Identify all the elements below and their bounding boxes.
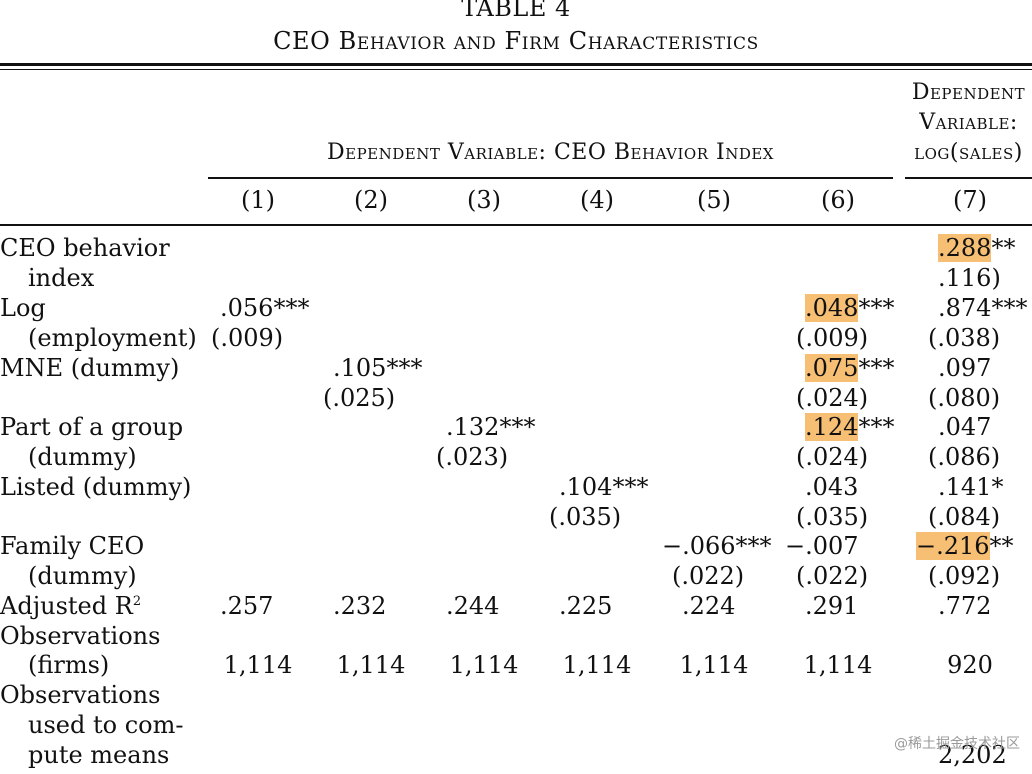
group2-header-line2: Variable: bbox=[919, 110, 1018, 135]
cell-r2-c1: .257 bbox=[220, 592, 274, 620]
cell-mne-c6: .075*** bbox=[805, 354, 895, 382]
cell-obs-means-c7: 2,202 bbox=[938, 741, 1007, 769]
row-label-part-group: Part of a group bbox=[0, 413, 184, 441]
cell-log-emp-c7-se: (.038) bbox=[928, 324, 1001, 352]
cell-mne-c6-se: (.024) bbox=[796, 384, 869, 412]
row-label-observations-cont: (firms) bbox=[28, 651, 110, 679]
row-label-ceo-behavior: CEO behavior bbox=[0, 234, 170, 262]
column-header-5: (5) bbox=[697, 186, 731, 214]
cell-log-emp-c1: .056*** bbox=[220, 294, 310, 322]
table-subtitle: CEO Behavior and Firm Characteristics bbox=[273, 27, 759, 55]
row-label-adj-r2: Adjusted R2 bbox=[0, 592, 142, 620]
group2-underline bbox=[905, 177, 1032, 179]
cell-log-emp-c6: .048*** bbox=[805, 294, 895, 322]
cell-mne-c7-se: (.080) bbox=[928, 384, 1001, 412]
highlight-mark: −.216 bbox=[916, 532, 990, 560]
cell-r2-c7: .772 bbox=[938, 592, 992, 620]
cell-obs-c4: 1,114 bbox=[562, 651, 632, 679]
top-rule-thick bbox=[0, 63, 1032, 66]
cell-obs-c2: 1,114 bbox=[336, 651, 406, 679]
cell-r2-c5: .224 bbox=[682, 592, 736, 620]
cell-listed-c7: .141* bbox=[938, 473, 1004, 501]
highlight-mark: .075 bbox=[805, 354, 859, 382]
cell-listed-c6-se: (.035) bbox=[796, 503, 869, 531]
cell-r2-c3: .244 bbox=[446, 592, 500, 620]
cell-family-c7-se: (.092) bbox=[928, 562, 1001, 590]
cell-listed-c7-se: (.084) bbox=[928, 503, 1001, 531]
column-header-7: (7) bbox=[953, 186, 987, 214]
cell-log-emp-c7: .874*** bbox=[938, 294, 1028, 322]
group1-header: Dependent Variable: CEO Behavior Index bbox=[327, 140, 774, 165]
cell-group-c3: .132*** bbox=[446, 413, 536, 441]
cell-listed-c4: .104*** bbox=[559, 473, 649, 501]
row-label-family-ceo: Family CEO bbox=[0, 532, 145, 560]
cell-family-c5: −.066*** bbox=[662, 532, 772, 560]
row-label-log-employment: Log bbox=[0, 294, 46, 322]
cell-group-c6-se: (.024) bbox=[796, 443, 869, 471]
column-header-6: (6) bbox=[821, 186, 855, 214]
cell-log-emp-c6-se: (.009) bbox=[796, 324, 869, 352]
cell-family-c6: −.007 bbox=[785, 532, 859, 560]
highlight-mark: .048 bbox=[805, 294, 859, 322]
cell-obs-c7: 920 bbox=[947, 651, 993, 679]
table-title: TABLE 4 bbox=[461, 0, 571, 22]
column-header-4: (4) bbox=[580, 186, 614, 214]
cell-group-c6: .124*** bbox=[805, 413, 895, 441]
cell-ceo-behavior-c7: .288** bbox=[938, 234, 1016, 262]
row-label-ceo-behavior-cont: index bbox=[28, 264, 95, 292]
cell-listed-c4-se: (.035) bbox=[549, 503, 622, 531]
cell-group-c7: .047 bbox=[938, 413, 992, 441]
cell-mne-c7: .097 bbox=[938, 354, 992, 382]
cell-obs-c1: 1,114 bbox=[223, 651, 293, 679]
cell-obs-c3: 1,114 bbox=[449, 651, 519, 679]
cell-group-c7-se: (.086) bbox=[928, 443, 1001, 471]
row-label-part-group-cont: (dummy) bbox=[28, 443, 137, 471]
cell-r2-c6: .291 bbox=[805, 592, 859, 620]
cell-r2-c4: .225 bbox=[559, 592, 613, 620]
cell-mne-c2: .105*** bbox=[333, 354, 423, 382]
cell-listed-c6: .043 bbox=[805, 473, 859, 501]
cell-obs-c5: 1,114 bbox=[679, 651, 749, 679]
column-header-3: (3) bbox=[467, 186, 501, 214]
cell-obs-c6: 1,114 bbox=[803, 651, 873, 679]
row-label-observations: Observations bbox=[0, 622, 161, 650]
cell-mne-c2-se: (.025) bbox=[323, 384, 396, 412]
highlight-mark: .288 bbox=[938, 234, 992, 262]
row-label-mne: MNE (dummy) bbox=[0, 354, 180, 382]
row-label-family-ceo-cont: (dummy) bbox=[28, 562, 137, 590]
cell-group-c3-se: (.023) bbox=[436, 443, 509, 471]
cell-family-c7: −.216** bbox=[916, 532, 1014, 560]
watermark: @稀土掘金技术社区 bbox=[894, 736, 1020, 752]
cell-log-emp-c1-se: (.009) bbox=[211, 324, 284, 352]
group1-underline bbox=[208, 177, 893, 179]
cell-ceo-behavior-c7-se: .116) bbox=[938, 264, 1001, 292]
row-label-listed: Listed (dummy) bbox=[0, 473, 192, 501]
row-label-obs-means-cont2: pute means bbox=[28, 741, 170, 769]
header-bottom-rule bbox=[0, 224, 1032, 226]
group2-header-line3: log(sales) bbox=[914, 140, 1023, 165]
cell-family-c6-se: (.022) bbox=[796, 562, 869, 590]
cell-r2-c2: .232 bbox=[333, 592, 387, 620]
top-rule-thin bbox=[0, 69, 1032, 70]
column-header-2: (2) bbox=[354, 186, 388, 214]
group2-header-line1: Dependent bbox=[911, 80, 1026, 105]
row-label-obs-means-cont1: used to com- bbox=[28, 711, 184, 739]
cell-family-c5-se: (.022) bbox=[672, 562, 745, 590]
row-label-log-employment-cont: (employment) bbox=[28, 324, 197, 352]
row-label-obs-means: Observations bbox=[0, 681, 161, 709]
column-header-1: (1) bbox=[241, 186, 275, 214]
highlight-mark: .124 bbox=[805, 413, 859, 441]
